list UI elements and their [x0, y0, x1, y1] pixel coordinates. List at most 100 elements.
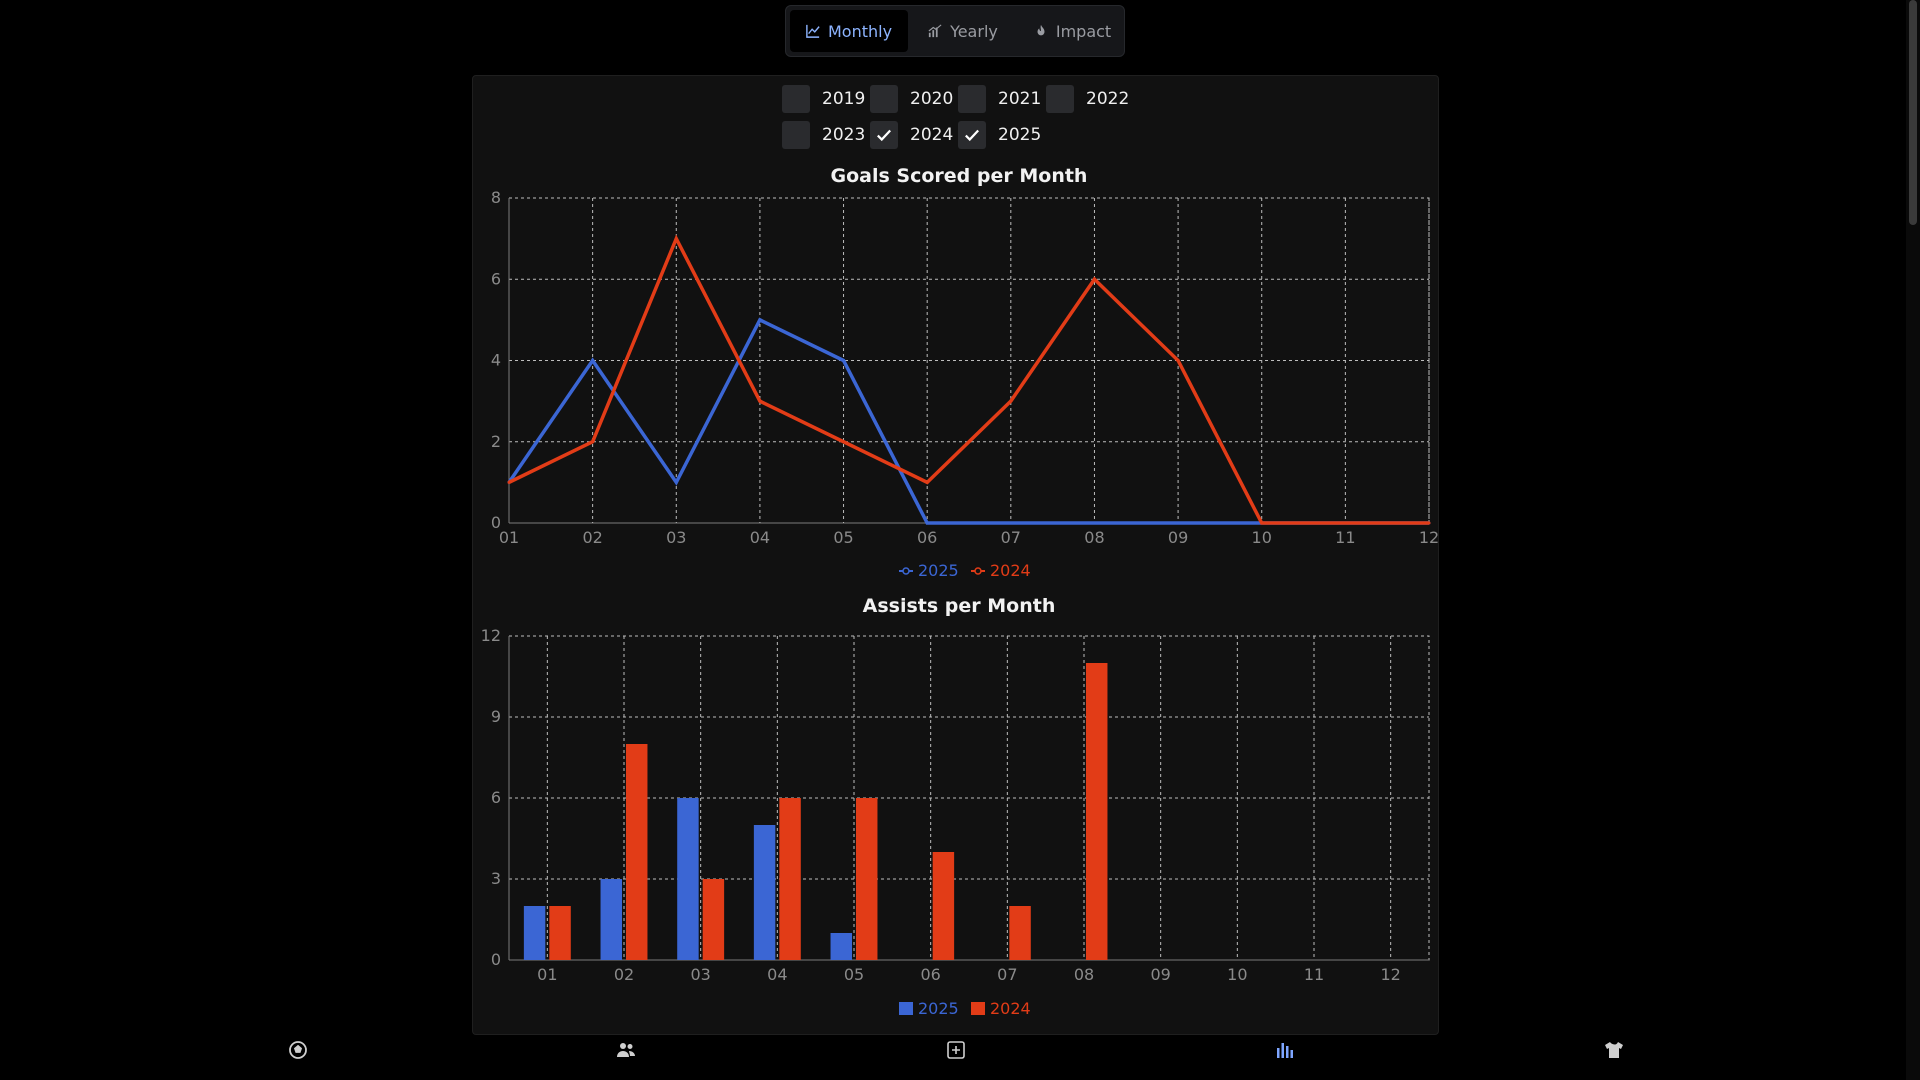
nav-team[interactable]: [606, 1020, 646, 1080]
x-tick-label: 05: [833, 528, 853, 547]
data-point: [1092, 277, 1096, 281]
legend-label: 2024: [990, 999, 1031, 1018]
year-label: 2021: [998, 89, 1042, 109]
data-point: [842, 440, 846, 444]
bar-2024: [1009, 906, 1031, 960]
x-tick-label: 06: [920, 965, 940, 984]
bottom-nav: [0, 1020, 1920, 1080]
x-tick-label: 12: [1380, 965, 1400, 984]
legend-label: 2025: [918, 999, 959, 1018]
x-tick-label: 06: [917, 528, 937, 547]
check-icon: [877, 129, 892, 142]
year-checkbox[interactable]: [782, 85, 810, 113]
x-tick-label: 08: [1084, 528, 1104, 547]
bar-2024: [932, 852, 955, 960]
scrollbar-thumb[interactable]: [1909, 0, 1917, 225]
x-tick-label: 04: [767, 965, 787, 984]
series-line-2024: [508, 234, 1429, 525]
y-tick-label: 0: [491, 513, 501, 532]
year-label: 2023: [822, 125, 866, 145]
x-tick-label: 01: [499, 528, 519, 547]
year-toggle-2025[interactable]: 2025: [958, 121, 1046, 149]
y-tick-label: 12: [481, 626, 501, 645]
year-label: 2025: [998, 125, 1042, 145]
year-toggle-2020[interactable]: 2020: [870, 85, 958, 113]
plus-square-icon: [947, 1041, 965, 1059]
year-checkbox[interactable]: [870, 85, 898, 113]
fire-icon: [1037, 24, 1045, 36]
x-tick-label: 08: [1074, 965, 1094, 984]
x-tick-label: 12: [1419, 528, 1439, 547]
year-checkbox[interactable]: [958, 121, 986, 149]
year-label: 2022: [1086, 89, 1130, 109]
jersey-icon: [1605, 1042, 1623, 1058]
bar-2025: [600, 879, 622, 960]
x-tick-label: 03: [690, 965, 710, 984]
x-tick-label: 07: [1001, 528, 1021, 547]
chart-title: Goals Scored per Month: [831, 165, 1088, 187]
x-tick-label: 09: [1168, 528, 1188, 547]
data-point: [925, 480, 929, 484]
scrollbar[interactable]: [1906, 0, 1920, 1080]
year-toggle-2022[interactable]: 2022: [1046, 85, 1134, 113]
x-tick-label: 03: [666, 528, 686, 547]
bar-2024: [702, 879, 725, 960]
nav-kit[interactable]: [1594, 1020, 1634, 1080]
y-tick-label: 3: [491, 869, 501, 888]
year-label: 2019: [822, 89, 866, 109]
data-point: [1260, 521, 1264, 525]
data-point: [674, 480, 678, 484]
view-tabs: Monthly Yearly Impact: [785, 5, 1125, 57]
check-icon: [965, 129, 980, 142]
line-chart-icon: [806, 24, 820, 38]
bar-chart-icon: [1277, 1043, 1293, 1058]
series-line-2025: [507, 317, 1429, 525]
data-point: [1176, 359, 1180, 362]
x-tick-label: 01: [537, 965, 557, 984]
data-point: [591, 440, 595, 444]
bar-2024: [549, 906, 571, 960]
tab-impact[interactable]: Impact: [1018, 10, 1127, 52]
year-toggle-2023[interactable]: 2023: [782, 121, 870, 149]
year-toggle-2024[interactable]: 2024: [870, 121, 958, 149]
goals-chart: Goals Scored per Month 0 2 4 6 8 01 02 03 04 05 06 0…: [472, 160, 1439, 580]
y-tick-label: 9: [491, 707, 501, 726]
x-tick-label: 02: [582, 528, 602, 547]
tab-monthly[interactable]: Monthly: [790, 10, 909, 52]
legend-swatch: [899, 1002, 913, 1015]
y-tick-label: 4: [491, 351, 501, 370]
year-checkbox[interactable]: [870, 121, 898, 149]
data-point: [507, 480, 511, 484]
nav-stats[interactable]: [1265, 1020, 1305, 1080]
nav-home[interactable]: [278, 1020, 318, 1080]
x-tick-label: 07: [997, 965, 1017, 984]
year-checkbox[interactable]: [958, 85, 986, 113]
data-point: [758, 399, 762, 403]
tab-yearly-label: Yearly: [950, 21, 998, 41]
bar-2024: [626, 744, 648, 960]
x-tick-label: 04: [750, 528, 770, 547]
assists-chart: Assists per Month 0 3 6 9 12 01 02 03 04 05 06 07 08 0…: [472, 596, 1439, 1020]
chart-legend: 2025 2024: [899, 561, 1031, 580]
year-toggle-2021[interactable]: 2021: [958, 85, 1046, 113]
data-point: [591, 359, 595, 362]
legend-label: 2024: [990, 561, 1031, 580]
legend-label: 2025: [918, 561, 959, 580]
data-point: [1343, 521, 1347, 525]
year-checkbox[interactable]: [782, 121, 810, 149]
bar-2025: [677, 798, 699, 960]
chart-legend: 2025 2024: [899, 999, 1031, 1018]
soccer-ball-icon: [289, 1041, 307, 1059]
tab-yearly[interactable]: Yearly: [912, 10, 1014, 52]
year-filter: 2019 2020 2021 2022 2023 2024 2025: [782, 85, 1142, 149]
year-toggle-2019[interactable]: 2019: [782, 85, 870, 113]
data-point: [1092, 521, 1096, 525]
year-checkbox[interactable]: [1046, 85, 1074, 113]
y-tick-label: 2: [491, 432, 501, 451]
tab-monthly-label: Monthly: [828, 21, 893, 41]
nav-add[interactable]: [936, 1020, 976, 1080]
x-tick-label: 11: [1335, 528, 1355, 547]
bar-chart-icon: [928, 24, 942, 38]
bar-2024: [779, 798, 801, 960]
